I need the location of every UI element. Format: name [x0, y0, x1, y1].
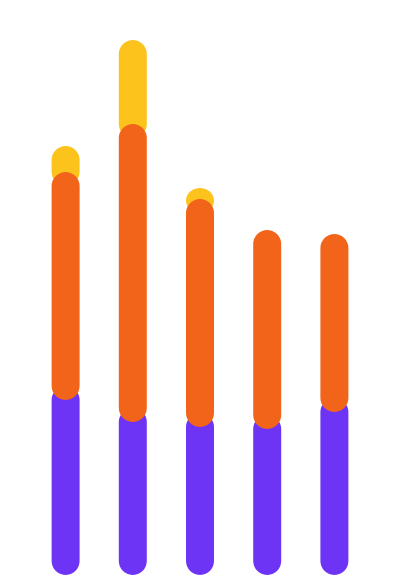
bar-segment	[320, 234, 349, 412]
bar-segment	[118, 408, 147, 575]
bar-segment	[51, 172, 80, 400]
bar-segment	[118, 124, 147, 422]
bar-segment	[186, 199, 214, 427]
bar-segment	[320, 398, 349, 575]
bar-segment	[253, 415, 282, 575]
bar-segment	[118, 40, 147, 138]
bar-segment	[186, 413, 214, 575]
bar-segment	[253, 230, 282, 429]
bar-segment	[51, 386, 80, 575]
